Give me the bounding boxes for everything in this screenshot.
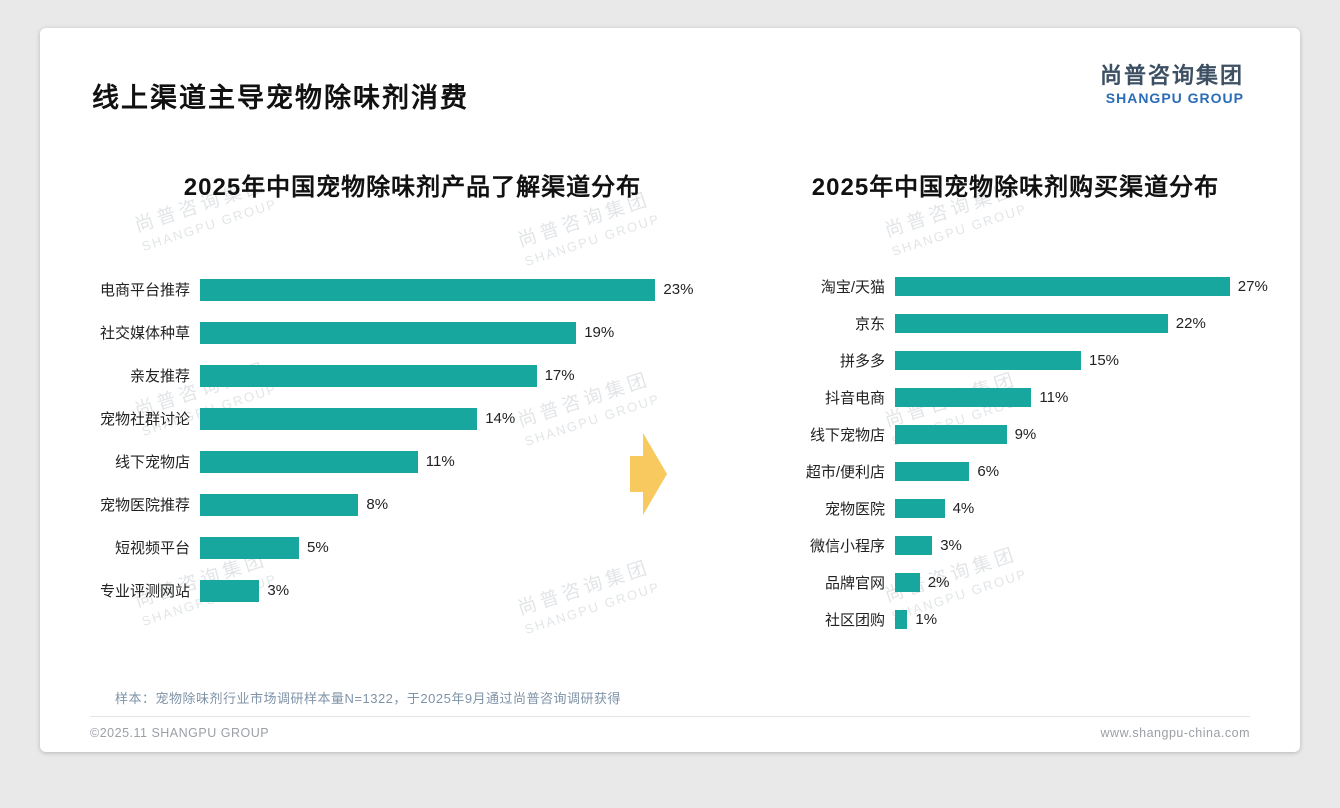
bar [895,388,1032,407]
bar-category-label: 品牌官网 [824,575,885,592]
bar-value-label: 9% [1014,426,1037,443]
bar-row: 京东 22% [743,305,1288,342]
logo-english-text: SHANGPU GROUP [1105,89,1244,106]
right-arrow-icon [630,425,668,523]
company-logo: 尚普咨询集团 SHANGPU GROUP [1100,62,1244,107]
bar-value-label: 19% [584,324,615,341]
bar-category-label: 拼多多 [839,353,885,370]
bar [200,364,537,387]
purchase-chart-bars: 淘宝/天猫 27% 京东 22% 拼多多 15% 抖音电商 11% 线下宠物店 9% 超市/便利店 6… [743,268,1288,638]
bar-row: 抖音电商 11% [743,379,1288,416]
bar-row: 短视频平台 5% [82,526,743,569]
bar-value-label: 4% [952,500,975,517]
bar [895,499,945,518]
bar-row: 宠物医院 4% [743,490,1288,527]
bar-category-label: 宠物医院推荐 [99,497,190,514]
purchase-channel-chart: 2025年中国宠物除味剂购买渠道分布 淘宝/天猫 27% 京东 22% 拼多多 15% 抖音… [743,167,1288,638]
purchase-chart-title: 2025年中国宠物除味剂购买渠道分布 [811,174,1220,201]
footer-divider [90,716,1250,717]
bar-category-label: 电商平台推荐 [99,282,190,299]
bar-value-label: 3% [940,537,962,554]
bar-row: 社交媒体种草 19% [82,311,743,354]
bar-row: 拼多多 15% [743,342,1288,379]
slide-header: 线上渠道主导宠物除味剂消费 尚普咨询集团 SHANGPU GROUP [40,28,1300,115]
awareness-chart-title: 2025年中国宠物除味剂产品了解渠道分布 [183,174,642,201]
bar-value-label: 14% [485,410,516,427]
bar-category-label: 微信小程序 [809,538,885,555]
bar-row: 淘宝/天猫 27% [743,268,1288,305]
awareness-channel-chart: 2025年中国宠物除味剂产品了解渠道分布 电商平台推荐 23% 社交媒体种草 19% 亲… [82,167,743,638]
sample-footnote: 样本：宠物除味剂行业市场调研样本量N=1322，于2025年9月通过尚普咨询调研… [115,691,622,706]
bar-row: 宠物社群讨论 14% [82,397,743,440]
bar-row: 专业评测网站 3% [82,569,743,612]
bar-row: 电商平台推荐 23% [82,268,743,311]
bar-category-label: 专业评测网站 [99,583,190,600]
bar [895,573,920,592]
bar-value-label: 27% [1237,278,1268,295]
bar-row: 线下宠物店 9% [743,416,1288,453]
bar-category-label: 超市/便利店 [805,464,885,481]
copyright-text: ©2025.11 SHANGPU GROUP [90,726,270,740]
bar-value-label: 23% [663,281,694,298]
bar-value-label: 17% [544,367,575,384]
bar-value-label: 6% [977,463,1000,480]
logo-chinese-text: 尚普咨询集团 [1099,63,1244,88]
bar [895,610,908,629]
page-title: 线上渠道主导宠物除味剂消费 [92,83,469,113]
bar-row: 线下宠物店 11% [82,440,743,483]
bar [200,579,260,602]
slide-card: 尚普咨询集团 SHANGPU GROUP 尚普咨询集团 SHANGPU GROUP 尚普… [40,28,1300,752]
awareness-chart-bars: 电商平台推荐 23% 社交媒体种草 19% 亲友推荐 17% 宠物社群讨论 14% 线下宠物店 1… [82,268,743,612]
bar [895,425,1007,444]
bar-row: 微信小程序 3% [743,527,1288,564]
bar-value-label: 8% [366,496,389,513]
bar-value-label: 11% [425,453,455,470]
website-url: www.shangpu-china.com [1100,726,1250,740]
bar [200,536,299,559]
footer-row: ©2025.11 SHANGPU GROUP www.shangpu-china… [90,717,1250,740]
bar [200,450,418,473]
bar [895,462,970,481]
charts-area: 2025年中国宠物除味剂产品了解渠道分布 电商平台推荐 23% 社交媒体种草 19% 亲… [40,167,1300,638]
bar-row: 亲友推荐 17% [82,354,743,397]
bar-category-label: 短视频平台 [114,540,190,557]
bar-category-label: 京东 [854,316,885,333]
bar-value-label: 22% [1175,315,1206,332]
bar-category-label: 线下宠物店 [114,454,190,471]
bar-row: 宠物医院推荐 8% [82,483,743,526]
bar-value-label: 3% [267,582,290,599]
bar-category-label: 社交媒体种草 [99,325,190,342]
bar [895,351,1081,370]
bar [895,536,933,555]
bar-value-label: 15% [1089,352,1120,369]
bar-category-label: 淘宝/天猫 [820,279,885,296]
bar [200,493,359,516]
bar-category-label: 宠物社群讨论 [99,411,190,428]
bar-category-label: 亲友推荐 [129,368,190,385]
bar [200,407,478,430]
bar-category-label: 抖音电商 [824,390,885,407]
bar-value-label: 1% [915,611,938,628]
bar-value-label: 5% [307,539,329,556]
bar [200,321,577,344]
bar [895,277,1230,296]
bar-row: 超市/便利店 6% [743,453,1288,490]
bar-category-label: 线下宠物店 [809,427,885,444]
right-arrow-svg [630,433,667,515]
bar-value-label: 11% [1039,389,1069,406]
bar [200,278,656,301]
bar-value-label: 2% [927,574,950,591]
bar-category-label: 社区团购 [824,612,885,629]
bar [895,314,1168,333]
bar-category-label: 宠物医院 [824,501,885,518]
bar-row: 社区团购 1% [743,601,1288,638]
bar-row: 品牌官网 2% [743,564,1288,601]
slide-footer: 样本：宠物除味剂行业市场调研样本量N=1322，于2025年9月通过尚普咨询调研… [90,688,1250,740]
